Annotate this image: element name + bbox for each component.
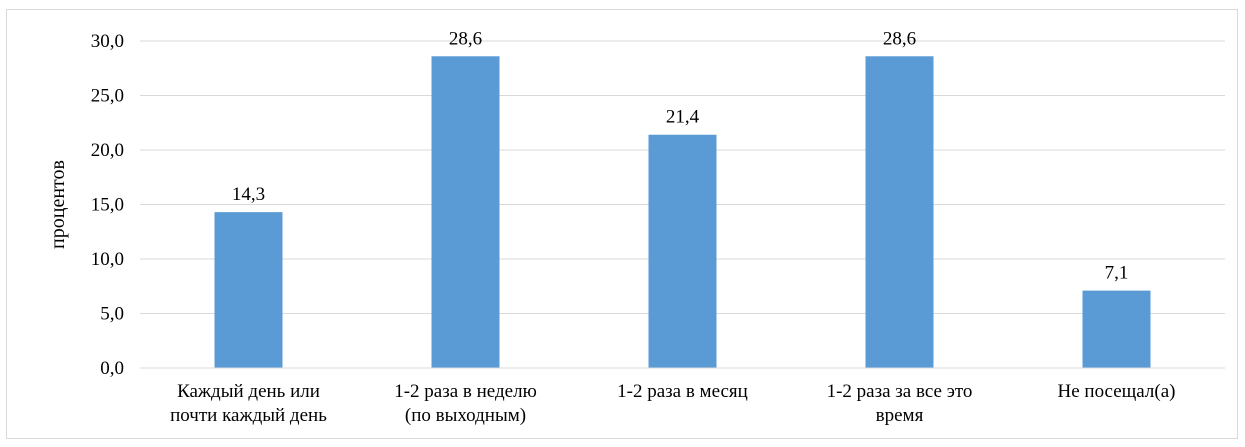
y-axis-label: процентов [47,160,69,249]
bar [1082,290,1151,368]
y-tick-label: 0,0 [100,358,124,379]
x-category-label: 1-2 раза в месяц [617,381,748,402]
bar [865,56,934,368]
x-category-label: Каждый день или [177,381,320,402]
x-axis-categories: Каждый день или почти каждый день 1-2 раза… [170,381,1175,426]
y-tick-label: 5,0 [100,304,124,325]
x-category-label: 1-2 раза в неделю [394,381,537,402]
y-tick-label: 10,0 [91,249,124,270]
x-category-label: время [876,405,924,426]
y-tick-label: 30,0 [91,31,124,52]
bar [648,134,717,368]
y-tick-label: 20,0 [91,140,124,161]
bar [214,212,283,368]
data-label: 28,6 [449,28,482,49]
y-tick-label: 15,0 [91,195,124,216]
bars [214,56,1151,368]
x-category-label: почти каждый день [170,405,327,426]
chart-frame [6,9,1238,439]
y-tick-label: 25,0 [91,86,124,107]
data-label: 7,1 [1105,263,1129,284]
gridlines [140,40,1225,314]
y-axis-ticks: 0,0 5,0 10,0 15,0 20,0 25,0 30,0 [91,31,124,379]
x-category-label: Не посещал(а) [1058,381,1176,402]
data-labels: 14,3 28,6 21,4 28,6 7,1 [232,28,1129,283]
data-label: 21,4 [666,107,700,128]
bar [431,56,500,368]
x-category-label: 1-2 раза за все это [827,381,973,402]
data-label: 28,6 [883,28,916,49]
data-label: 14,3 [232,184,265,205]
x-category-label: (по выходным) [405,405,526,426]
